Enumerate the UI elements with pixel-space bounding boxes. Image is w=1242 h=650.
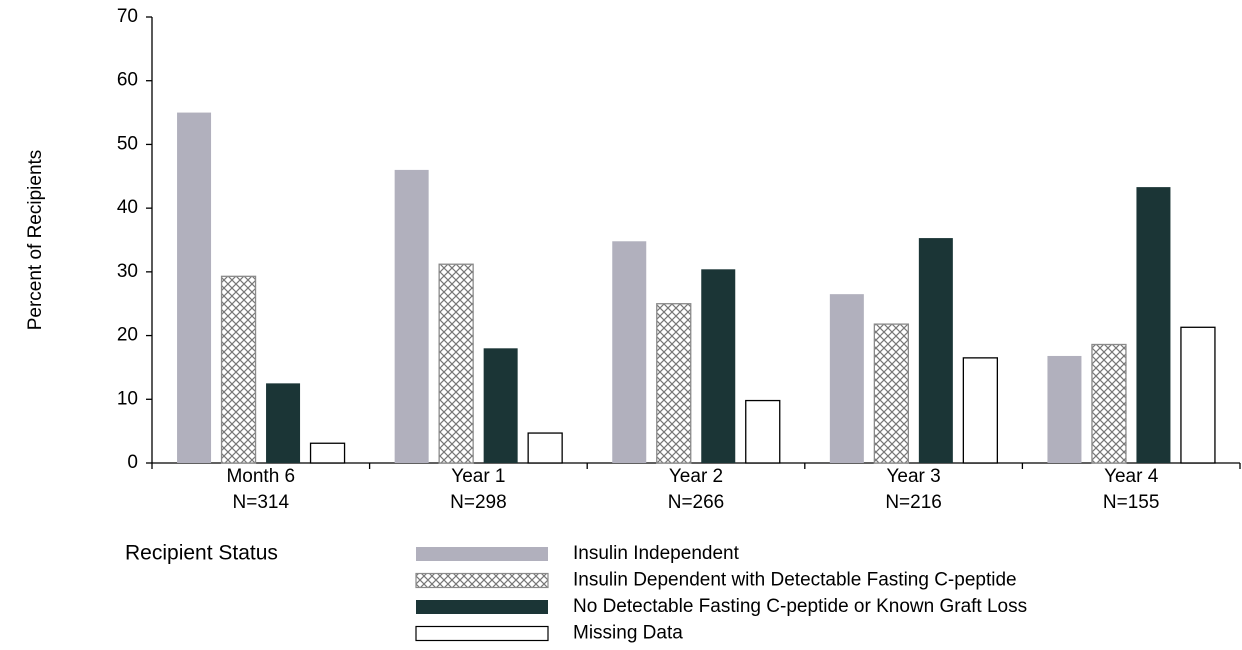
x-tick-label: Year 2 [669, 466, 723, 487]
legend-swatch [415, 625, 549, 642]
bar [266, 383, 301, 463]
y-tick-label: 60 [117, 70, 138, 91]
bar [745, 399, 781, 464]
legend-label: Missing Data [573, 623, 683, 644]
legend-label: Insulin Dependent with Detectable Fastin… [573, 570, 1017, 591]
y-tick-label: 50 [117, 133, 138, 154]
legend-swatch [415, 572, 549, 589]
y-tick-label: 40 [117, 197, 138, 218]
x-tick-sublabel: N=266 [668, 492, 725, 513]
bar [612, 241, 647, 463]
legend-title: Recipient Status [125, 542, 278, 565]
bar [1047, 355, 1082, 463]
y-tick-label: 70 [117, 6, 138, 27]
bar [1180, 326, 1216, 464]
bar [829, 294, 864, 463]
bar [701, 269, 736, 463]
x-tick-sublabel: N=155 [1103, 492, 1160, 513]
legend-label: No Detectable Fasting C-peptide or Known… [573, 596, 1027, 617]
y-tick-label: 10 [117, 388, 138, 409]
bar [962, 357, 998, 464]
bar [1091, 343, 1127, 464]
bar [177, 112, 212, 464]
bar [656, 303, 692, 464]
bar [394, 169, 429, 463]
legend-swatch [416, 600, 548, 614]
bar [220, 275, 257, 464]
bar [1136, 187, 1171, 464]
legend-label: Insulin Independent [573, 543, 740, 564]
y-axis-label: Percent of Recipients [25, 150, 46, 331]
x-tick-sublabel: N=298 [450, 492, 507, 513]
x-tick-sublabel: N=314 [233, 492, 290, 513]
bar [438, 263, 474, 464]
x-tick-label: Month 6 [226, 466, 295, 487]
bar [527, 432, 563, 464]
bar [309, 442, 346, 464]
y-tick-label: 20 [117, 325, 138, 346]
y-tick-label: 30 [117, 261, 138, 282]
bar [873, 323, 909, 464]
y-tick-label: 0 [127, 452, 138, 473]
x-tick-label: Year 1 [451, 466, 505, 487]
x-tick-label: Year 4 [1104, 466, 1159, 487]
bar [918, 238, 953, 463]
x-tick-sublabel: N=216 [885, 492, 942, 513]
legend-swatch [416, 547, 548, 561]
x-tick-label: Year 3 [886, 466, 940, 487]
bar [483, 348, 518, 463]
